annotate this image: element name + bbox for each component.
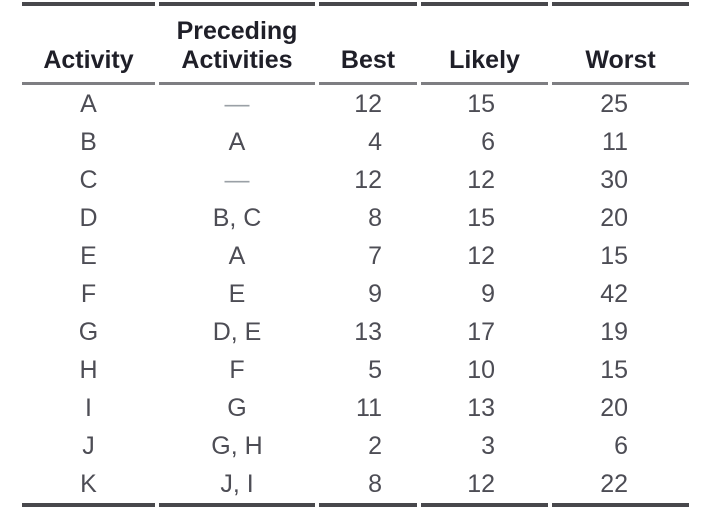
activity-cell: B xyxy=(80,128,97,156)
likely-time-cell: 3 xyxy=(481,432,495,460)
best-time-cell: 2 xyxy=(368,432,382,460)
worst-time-cell: 19 xyxy=(600,318,628,346)
best-time-cell: 12 xyxy=(354,90,382,118)
preceding-activities-cell: G xyxy=(227,394,247,422)
best-time-cell: 8 xyxy=(319,465,417,507)
table-row: E A 7 12 15 xyxy=(22,237,689,275)
activity-cell: D xyxy=(79,204,98,232)
best-time-cell: 7 xyxy=(368,242,382,270)
table-row: K J, I 8 12 22 xyxy=(22,465,689,507)
preceding-activities-cell: B, C xyxy=(212,204,262,232)
likely-time-cell: 13 xyxy=(467,394,495,422)
activity-cell: K xyxy=(22,465,155,507)
best-time-cell: 5 xyxy=(368,356,382,384)
preceding-activities-cell: G, H xyxy=(211,432,263,460)
table-row: B A 4 6 11 xyxy=(22,123,689,161)
column-header-likely: Likely xyxy=(421,2,548,85)
worst-time-cell: 20 xyxy=(600,394,628,422)
column-header-preceding-activities: Preceding Activities xyxy=(159,2,315,85)
preceding-activities-cell: A xyxy=(228,128,246,156)
table-body: A — 12 15 25 B A 4 6 11 C — 12 12 30 D B… xyxy=(22,85,689,507)
likely-time-cell: 12 xyxy=(421,465,548,507)
activity-cell: A xyxy=(80,90,97,118)
table-row: C — 12 12 30 xyxy=(22,161,689,199)
worst-time-cell: 20 xyxy=(600,204,628,232)
activity-cell: E xyxy=(80,242,97,270)
likely-time-cell: 12 xyxy=(467,242,495,270)
activity-cell: J xyxy=(82,432,95,460)
table-row: D B, C 8 15 20 xyxy=(22,199,689,237)
best-time-cell: 13 xyxy=(354,318,382,346)
table-row: I G 11 13 20 xyxy=(22,389,689,427)
worst-time-cell: 6 xyxy=(614,432,628,460)
activity-cell: I xyxy=(85,394,92,422)
preceding-activities-cell: E xyxy=(228,280,246,308)
table-row: G D, E 13 17 19 xyxy=(22,313,689,351)
likely-time-cell: 15 xyxy=(467,204,495,232)
header-row: Activity Preceding Activities Best Likel… xyxy=(22,2,689,85)
worst-time-cell: 42 xyxy=(600,280,628,308)
table-row: F E 9 9 42 xyxy=(22,275,689,313)
preceding-activities-cell: J, I xyxy=(159,465,315,507)
worst-time-cell: 30 xyxy=(600,166,628,194)
activity-cell: C xyxy=(79,166,98,194)
column-header-worst: Worst xyxy=(552,2,689,85)
worst-time-cell: 15 xyxy=(600,242,628,270)
preceding-activities-cell: F xyxy=(229,356,245,384)
likely-time-cell: 15 xyxy=(467,90,495,118)
preceding-activities-cell: A xyxy=(228,242,246,270)
activity-cell: G xyxy=(78,318,99,346)
worst-time-cell: 25 xyxy=(600,90,628,118)
table-row: H F 5 10 15 xyxy=(22,351,689,389)
worst-time-cell: 11 xyxy=(602,128,628,156)
preceding-activities-cell: — xyxy=(224,166,250,194)
preceding-activities-cell: D, E xyxy=(212,318,262,346)
table-row: J G, H 2 3 6 xyxy=(22,427,689,465)
likely-time-cell: 12 xyxy=(467,166,495,194)
activity-cell: H xyxy=(79,356,98,384)
best-time-cell: 9 xyxy=(368,280,382,308)
best-time-cell: 11 xyxy=(356,394,382,422)
worst-time-cell: 22 xyxy=(552,465,689,507)
worst-time-cell: 15 xyxy=(600,356,628,384)
best-time-cell: 8 xyxy=(368,204,382,232)
likely-time-cell: 10 xyxy=(467,356,495,384)
table-row: A — 12 15 25 xyxy=(22,85,689,123)
column-header-activity: Activity xyxy=(22,2,155,85)
likely-time-cell: 6 xyxy=(481,128,495,156)
table-header: Activity Preceding Activities Best Likel… xyxy=(22,2,689,85)
activity-times-table: Activity Preceding Activities Best Likel… xyxy=(18,2,693,507)
best-time-cell: 4 xyxy=(368,128,382,156)
likely-time-cell: 9 xyxy=(481,280,495,308)
preceding-activities-cell: — xyxy=(224,90,250,118)
column-header-best: Best xyxy=(319,2,417,85)
activity-cell: F xyxy=(80,280,97,308)
best-time-cell: 12 xyxy=(354,166,382,194)
likely-time-cell: 17 xyxy=(467,318,495,346)
